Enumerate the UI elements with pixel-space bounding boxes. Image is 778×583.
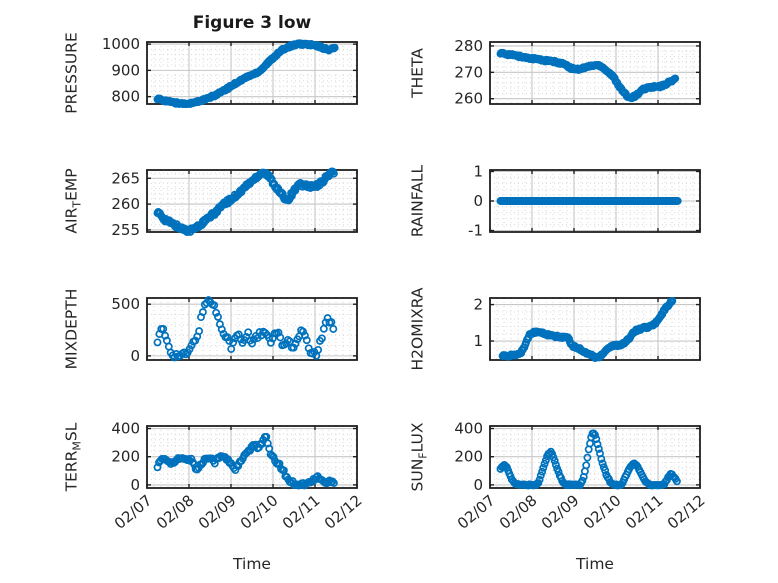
y-axis-label-theta: THETA xyxy=(408,48,429,98)
y-axis-label-mixdepth: MIXDEPTH xyxy=(62,289,83,370)
scatter-series xyxy=(153,296,338,362)
y-axis-label-airtemp: AIRTEMP xyxy=(62,168,83,233)
y-tick-label: 1 xyxy=(473,162,483,180)
y-axis-label-subscript: M xyxy=(70,441,84,451)
y-axis-label-text: MIXDEPTH xyxy=(62,288,81,370)
x-tick-label: 02/11 xyxy=(279,491,324,533)
tick-marks xyxy=(146,426,358,488)
plot-rainfall: -1 0 1 xyxy=(468,162,701,240)
y-tick-label: 0 xyxy=(130,347,140,365)
scatter-series xyxy=(496,197,682,205)
y-axis-label-pressure: PRESSURE xyxy=(62,32,83,114)
x-tick-label: 02/07 xyxy=(454,491,499,533)
scatter-series xyxy=(496,48,680,103)
x-tick-label: 02/10 xyxy=(580,491,625,533)
y-tick-label: 800 xyxy=(111,88,140,106)
y-axis-label-subscript: F xyxy=(416,452,430,459)
x-tick-label: 02/08 xyxy=(153,491,198,533)
scatter-series xyxy=(496,429,681,490)
tick-marks xyxy=(489,298,701,360)
axes-box xyxy=(146,41,358,105)
tick-marks xyxy=(146,170,358,232)
tick-marks xyxy=(489,170,701,232)
y-tick-label: 265 xyxy=(111,169,140,187)
y-tick-label: 0 xyxy=(473,476,483,494)
y-tick-label: 1000 xyxy=(102,35,140,53)
scatter-series xyxy=(153,167,338,236)
y-axis-label-text: LUX xyxy=(408,422,427,453)
plot-pressure: 800 900 1000 xyxy=(102,35,358,108)
y-tick-label: 400 xyxy=(454,420,483,438)
y-tick-label: 260 xyxy=(111,195,140,213)
y-axis-label-text: EMP xyxy=(62,168,81,201)
y-tick-label: 900 xyxy=(111,61,140,79)
y-tick-label: 280 xyxy=(454,37,483,55)
y-axis-label-text: H2OMIXRA xyxy=(408,287,427,371)
y-tick-label: 270 xyxy=(454,63,483,81)
y-tick-label: 200 xyxy=(454,448,483,466)
y-axis-label-text: SL xyxy=(62,422,81,442)
y-tick-label: 0 xyxy=(130,476,140,494)
y-axis-label-text: PRESSURE xyxy=(62,32,81,114)
y-axis-label-sunflux: SUNFLUX xyxy=(408,423,429,492)
y-tick-label: 255 xyxy=(111,221,140,239)
y-axis-label-text: RAINFALL xyxy=(408,164,427,238)
y-tick-label: 260 xyxy=(454,90,483,108)
y-axis-label-text: THETA xyxy=(408,48,427,98)
x-axis-title-right: Time xyxy=(576,555,614,573)
x-tick-label: 02/10 xyxy=(237,491,282,533)
y-tick-label: 0 xyxy=(473,192,483,210)
y-axis-label-h2omixra: H2OMIXRA xyxy=(408,287,429,370)
axes-box xyxy=(146,297,358,361)
x-tick-label: 02/11 xyxy=(622,491,667,533)
x-tick-label: 02/07 xyxy=(111,491,156,533)
plot-h2omixra: 12 xyxy=(473,296,701,363)
plot-theta: 260 270 280 xyxy=(454,37,701,108)
y-tick-label: 1 xyxy=(473,332,483,350)
scatter-series xyxy=(153,39,339,108)
plot-airtemp: 255 260 265 xyxy=(111,167,358,239)
x-axis-title-left: Time xyxy=(233,555,271,573)
y-tick-label: 500 xyxy=(111,295,140,313)
x-tick-label: 02/12 xyxy=(664,491,709,533)
y-axis-label-text: SUN xyxy=(408,458,427,492)
y-axis-label-text: TERR xyxy=(62,450,81,492)
x-tick-label: 02/12 xyxy=(321,491,366,533)
y-axis-label-terrmsl: TERRMSL xyxy=(62,423,83,492)
figure-title: Figure 3 low xyxy=(192,13,312,33)
y-axis-label-rainfall: RAINFALL xyxy=(408,165,429,237)
axes-box xyxy=(146,169,358,233)
tick-marks xyxy=(489,42,701,104)
x-tick-label: 02/08 xyxy=(496,491,541,533)
x-tick-label: 02/09 xyxy=(538,491,583,533)
y-axis-label-text: AIR xyxy=(62,207,81,234)
plot-mixdepth: 0 500 xyxy=(111,295,358,365)
y-tick-label: 400 xyxy=(111,420,140,438)
scatter-series xyxy=(153,432,338,490)
x-tick-label: 02/09 xyxy=(195,491,240,533)
y-tick-label: 200 xyxy=(111,448,140,466)
y-tick-label: 2 xyxy=(473,296,483,314)
scatter-series xyxy=(498,296,677,363)
minor-grid xyxy=(490,170,700,232)
y-tick-label: -1 xyxy=(468,222,483,240)
y-axis-label-subscript: T xyxy=(70,200,84,208)
